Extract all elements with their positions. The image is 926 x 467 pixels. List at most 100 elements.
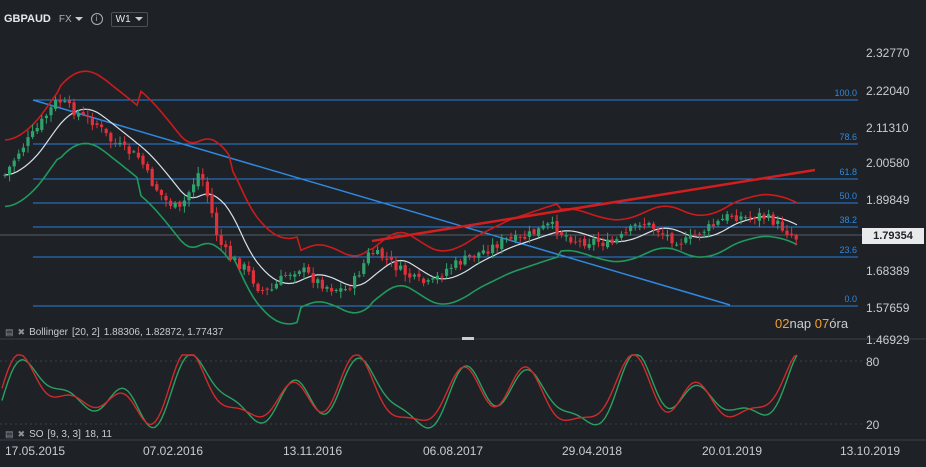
candle-body: [187, 192, 191, 201]
candle-body: [54, 100, 58, 109]
candle-body: [445, 268, 449, 276]
date-axis-label: 29.04.2018: [562, 444, 622, 458]
candle-body: [169, 200, 173, 206]
candle-body: [412, 274, 416, 277]
caret-down-icon: [134, 17, 143, 21]
candle-body: [523, 236, 527, 239]
candle-body: [325, 286, 329, 289]
stochastic-values: 18, 11: [84, 429, 112, 440]
candle-body: [652, 223, 656, 229]
candle-body: [463, 255, 467, 265]
candle-body: [780, 221, 784, 231]
caret-down-icon: [74, 17, 83, 21]
candle-body: [334, 289, 338, 292]
candle-body: [288, 274, 292, 276]
candle-body: [504, 238, 508, 240]
candle-body: [656, 230, 660, 233]
stochastic-k-line: [1, 354, 798, 426]
indicator-close-icon[interactable]: ✖: [17, 327, 26, 337]
so-level-20-label: 20: [866, 418, 880, 432]
candle-body: [205, 181, 209, 197]
candle-body: [698, 233, 702, 235]
candle-body: [569, 237, 573, 243]
candle-body: [707, 224, 711, 231]
candle-body: [17, 153, 21, 159]
candle-body: [265, 288, 269, 290]
candle-body: [8, 166, 12, 175]
candle-body: [716, 220, 720, 225]
candle-body: [435, 275, 439, 280]
candle-body: [21, 147, 25, 153]
indicator-settings-icon[interactable]: ▤: [5, 429, 14, 439]
candle-body: [744, 217, 748, 219]
candle-body: [500, 238, 504, 250]
candle-body: [215, 212, 219, 236]
candle-body: [431, 278, 435, 280]
candle-body: [596, 237, 600, 242]
candle-body: [385, 258, 389, 260]
candle-body: [362, 263, 366, 274]
candle-body: [564, 235, 568, 237]
candle-body: [219, 235, 223, 245]
info-icon[interactable]: i: [90, 13, 103, 25]
candle-body: [274, 283, 278, 289]
candle-body: [210, 194, 214, 214]
candle-body: [748, 216, 752, 218]
candle-body: [762, 214, 766, 219]
candle-body: [721, 218, 725, 221]
indicator-settings-icon[interactable]: ▤: [5, 327, 14, 337]
candle-body: [606, 239, 610, 248]
fib-level-labels: 100.0 78.6 61.8 50.0 38.2 23.6 0.0: [834, 88, 857, 304]
fib-level-label: 61.8: [839, 167, 857, 177]
market-selector[interactable]: FX: [59, 14, 83, 25]
candle-body: [555, 221, 559, 235]
candle-body: [90, 118, 94, 126]
candle-body: [472, 255, 476, 258]
indicator-close-icon[interactable]: ✖: [17, 429, 26, 439]
candle-body: [242, 264, 246, 270]
fib-level-label: 50.0: [839, 191, 857, 201]
candle-body: [642, 224, 646, 226]
candle-body: [753, 217, 757, 219]
candle-body: [601, 242, 605, 247]
candle-body: [247, 265, 251, 272]
market-label: FX: [58, 13, 72, 25]
price-axis-label: 2.22040: [866, 84, 910, 98]
candlestick-series: [3, 94, 798, 299]
pane-resize-handle[interactable]: [462, 337, 474, 340]
candle-body: [196, 173, 200, 187]
price-axis-label: 1.68389: [866, 264, 910, 278]
countdown-days: 02: [775, 316, 790, 331]
candle-body: [86, 115, 90, 117]
candle-body: [26, 137, 30, 146]
candle-body: [684, 237, 688, 243]
candle-body: [113, 142, 117, 144]
candle-body: [339, 288, 343, 292]
price-axis-label: 2.11310: [866, 121, 909, 135]
candle-body: [256, 283, 260, 292]
bollinger-upper-band: [4, 70, 798, 257]
candle-body: [486, 251, 490, 254]
candle-body: [182, 200, 186, 207]
candle-body: [159, 189, 163, 195]
symbol-label: GBPAUD: [4, 13, 51, 25]
candle-body: [63, 100, 67, 102]
candle-body: [320, 279, 324, 289]
timeframe-selector[interactable]: W1: [110, 11, 148, 27]
candle-body: [100, 124, 104, 128]
candle-body: [330, 287, 334, 292]
date-axis-label: 13.11.2016: [283, 444, 342, 458]
candle-body: [587, 244, 591, 248]
countdown-hours: 07: [814, 316, 830, 331]
candle-body: [371, 253, 375, 255]
candle-body: [615, 239, 619, 243]
candle-body: [284, 274, 288, 276]
candle-body: [403, 265, 407, 275]
fib-level-label: 23.6: [839, 245, 857, 255]
candle-body: [785, 230, 789, 235]
bollinger-values: 1.88306, 1.82872, 1.77437: [103, 327, 224, 338]
candle-body: [440, 276, 444, 278]
candle-body: [238, 258, 242, 269]
candle-body: [633, 224, 637, 226]
bollinger-lower-band: [4, 142, 798, 325]
